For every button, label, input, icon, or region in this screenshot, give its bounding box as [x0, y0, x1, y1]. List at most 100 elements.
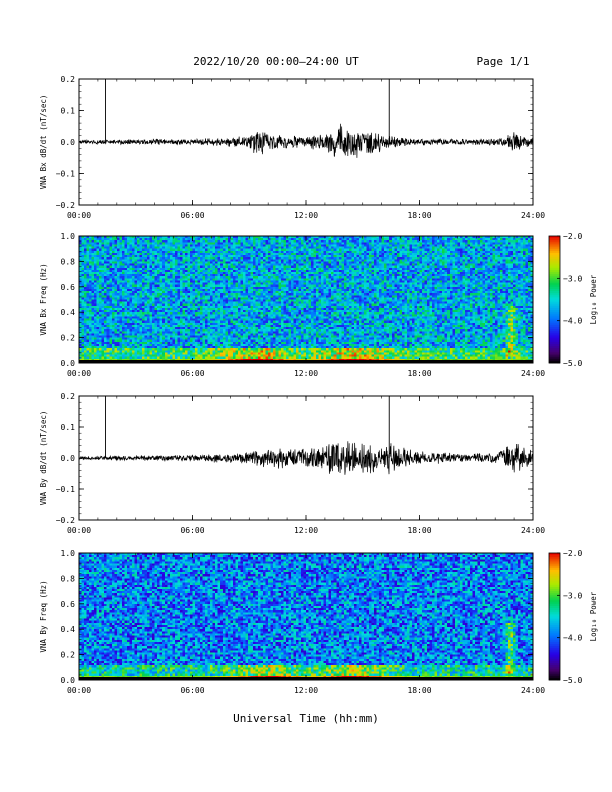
spectrogram-cell — [147, 320, 151, 324]
spectrogram-cell — [104, 267, 108, 271]
spectrogram-cell — [106, 267, 110, 271]
spectrogram-cell — [177, 329, 181, 332]
spectrogram-cell — [179, 255, 183, 258]
spectrogram-cell — [111, 242, 115, 245]
spectrogram-cell — [139, 312, 143, 315]
spectrogram-cell — [84, 356, 87, 360]
spectrogram-cell — [255, 274, 259, 277]
spectrogram-cell — [101, 291, 105, 294]
spectrogram-cell — [240, 312, 244, 315]
spectrogram-cell — [162, 327, 166, 330]
spectrogram-cell — [235, 236, 239, 239]
spectrogram-cell — [240, 263, 244, 267]
spectrogram-cell — [230, 329, 234, 332]
spectrogram-cell — [179, 263, 183, 267]
spectrogram-cell — [142, 297, 145, 300]
spectrogram-cell — [179, 280, 183, 283]
spectrogram-cell — [227, 246, 231, 250]
spectrogram-cell — [89, 346, 93, 349]
spectrogram-cell — [232, 265, 236, 269]
spectrogram-cell — [106, 320, 110, 324]
spectrogram-cell — [232, 341, 236, 345]
spectrogram-cell — [217, 354, 221, 358]
spectrogram-cell — [129, 282, 133, 286]
spectrogram-cell — [184, 244, 188, 247]
spectrogram-cell — [205, 299, 209, 303]
spectrogram-cell — [187, 236, 191, 239]
spectrogram-cell — [174, 274, 178, 277]
spectrogram-cell — [114, 288, 118, 292]
spectrogram-cell — [253, 278, 256, 281]
spectrogram-cell — [157, 248, 161, 252]
spectrogram-cell — [162, 341, 166, 345]
spectrogram-cell — [89, 255, 93, 258]
spectrogram-cell — [253, 257, 256, 260]
spectrogram-cell — [109, 324, 113, 328]
spectrogram-cell — [174, 329, 178, 332]
spectrogram-cell — [197, 282, 201, 286]
spectrogram-cell — [81, 267, 85, 271]
spectrogram-cell — [121, 248, 125, 252]
spectrogram-cell — [106, 269, 110, 273]
spectrogram-cell — [157, 339, 161, 343]
spectrogram-cell — [116, 248, 120, 252]
spectrogram-cell — [215, 265, 219, 269]
spectrogram-cell — [220, 291, 224, 294]
spectrogram-cell — [207, 246, 211, 250]
spectrogram-cell — [195, 248, 198, 252]
spectrogram-cell — [172, 263, 176, 267]
spectrogram-cell — [192, 310, 196, 313]
spectrogram-cell — [81, 250, 85, 254]
spectrogram-cell — [187, 354, 191, 358]
spectrogram-cell — [169, 280, 173, 283]
spectrogram-cell — [210, 327, 214, 330]
spectrogram-cell — [227, 252, 231, 256]
spectrogram-cell — [121, 288, 125, 292]
spectrogram-cell — [187, 267, 191, 271]
spectrogram-cell — [159, 295, 163, 298]
spectrogram-cell — [182, 242, 186, 245]
spectrogram-cell — [106, 297, 110, 300]
spectrogram-cell — [225, 265, 229, 269]
spectrogram-cell — [210, 240, 214, 243]
spectrogram-cell — [189, 312, 193, 315]
spectrogram-cell — [253, 248, 256, 252]
spectrogram-cell — [119, 269, 123, 273]
spectrogram-cell — [197, 299, 201, 303]
spectrogram-cell — [179, 320, 183, 324]
spectrogram-cell — [200, 318, 203, 322]
spectrogram-cell — [162, 263, 166, 267]
spectrogram-cell — [142, 331, 145, 334]
spectrogram-cell — [200, 324, 203, 328]
spectrogram-cell — [225, 291, 229, 294]
spectrogram-cell — [250, 271, 254, 275]
spectrogram-cell — [245, 333, 249, 336]
spectrogram-cell — [192, 236, 196, 239]
spectrogram-cell — [139, 318, 143, 322]
spectrogram-cell — [101, 276, 105, 279]
spectrogram-cell — [250, 286, 254, 290]
spectrogram-cell — [164, 246, 168, 250]
spectrogram-cell — [207, 265, 211, 269]
spectrogram-cell — [240, 341, 244, 345]
spectrogram-cell — [212, 307, 216, 311]
spectrogram-cell — [245, 337, 249, 341]
spectrogram-cell — [182, 291, 186, 294]
spectrogram-cell — [96, 265, 100, 269]
spectrogram-cell — [242, 343, 246, 347]
spectrogram-cell — [202, 312, 206, 315]
spectrogram-cell — [131, 314, 135, 317]
spectrogram-cell — [172, 293, 176, 296]
spectrogram-cell — [207, 286, 211, 290]
spectrogram-cell — [230, 271, 234, 275]
spectrogram-cell — [106, 322, 110, 326]
spectrogram-cell — [184, 299, 188, 303]
spectrogram-cell — [195, 255, 198, 258]
spectrogram-cell — [126, 255, 130, 258]
spectrogram-cell — [89, 236, 93, 239]
spectrogram-cell — [131, 324, 135, 328]
spectrogram-cell — [220, 252, 224, 256]
spectrogram-cell — [192, 255, 196, 258]
spectrogram-cell — [245, 305, 249, 309]
spectrogram-cell — [154, 244, 158, 247]
